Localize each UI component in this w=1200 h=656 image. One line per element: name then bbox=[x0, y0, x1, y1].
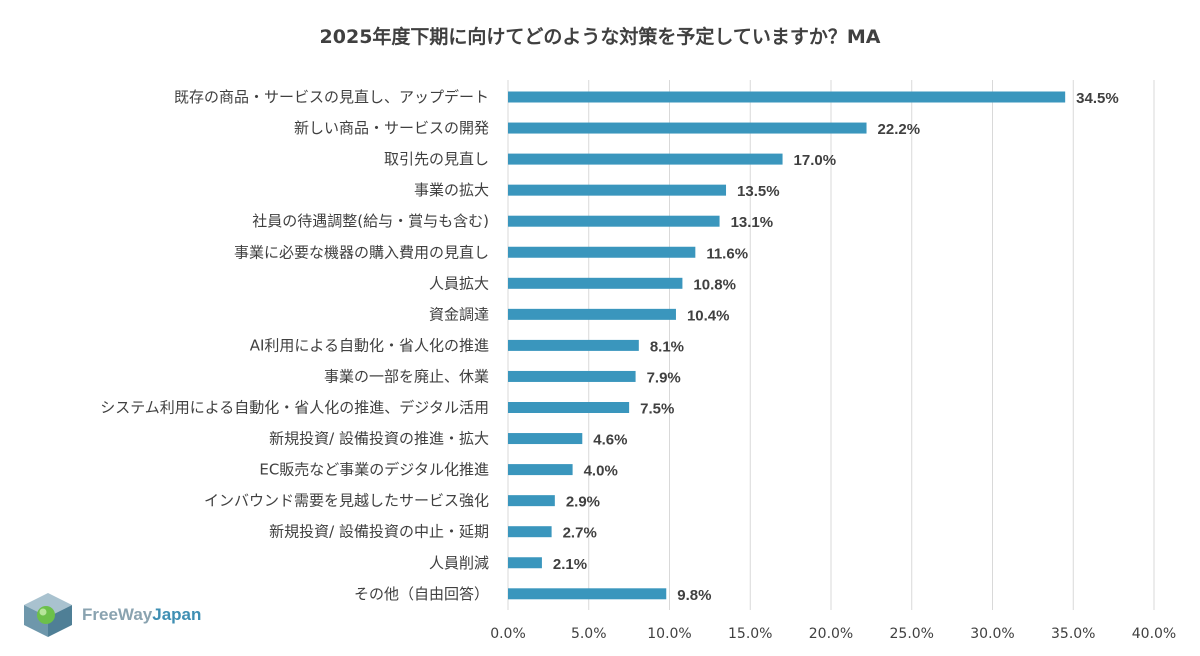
x-tick-label: 30.0% bbox=[970, 626, 1014, 642]
labels: 0.0% 5.0% 10.0% 15.0% 20.0% 25.0% 30.0% 35.0% 40… bbox=[100, 88, 1176, 642]
data-label: 2.1% bbox=[553, 556, 587, 573]
logo-text-freeway: FreeWay bbox=[82, 605, 153, 624]
category-label: 人員削減 bbox=[429, 554, 489, 572]
bar bbox=[508, 526, 552, 538]
bar bbox=[508, 339, 639, 351]
category-label: システム利用による自動化・省人化の推進、デジタル活用 bbox=[100, 399, 489, 417]
category-label: AI利用による自動化・省人化の推進 bbox=[250, 336, 489, 354]
bar bbox=[508, 122, 867, 134]
bar bbox=[508, 588, 667, 600]
category-label: 資金調達 bbox=[429, 305, 489, 323]
data-label: 10.4% bbox=[687, 307, 730, 324]
data-label: 9.8% bbox=[677, 587, 711, 604]
data-label: 2.7% bbox=[563, 525, 597, 542]
data-label: 22.2% bbox=[878, 121, 921, 138]
bar bbox=[508, 246, 696, 258]
bar bbox=[508, 215, 720, 227]
data-label: 34.5% bbox=[1076, 90, 1119, 107]
category-label: 人員拡大 bbox=[429, 274, 489, 292]
data-label: 13.5% bbox=[737, 183, 780, 200]
data-label: 17.0% bbox=[794, 152, 837, 169]
category-label: その他（自由回答） bbox=[354, 585, 489, 603]
x-tick-label: 35.0% bbox=[1051, 626, 1095, 642]
x-tick-label: 40.0% bbox=[1132, 626, 1176, 642]
logo-cube-icon bbox=[24, 593, 72, 637]
bar bbox=[508, 91, 1066, 103]
category-label: 事業の一部を廃止、休業 bbox=[324, 367, 489, 385]
bar bbox=[508, 402, 630, 413]
data-label: 13.1% bbox=[731, 214, 774, 231]
bar bbox=[508, 277, 683, 289]
category-label: インバウンド需要を見越したサービス強化 bbox=[204, 492, 489, 510]
bar bbox=[508, 153, 783, 165]
category-label: 既存の商品・サービスの見直し、アップデート bbox=[174, 88, 489, 106]
category-label: 社員の待遇調整(給与・賞与も含む) bbox=[252, 212, 489, 230]
category-label: 新規投資/ 設備投資の推進・拡大 bbox=[269, 430, 489, 448]
data-label: 11.6% bbox=[706, 245, 748, 262]
x-tick-label: 25.0% bbox=[890, 626, 934, 642]
category-label: 事業に必要な機器の購入費用の見直し bbox=[234, 243, 489, 261]
x-tick-label: 20.0% bbox=[809, 626, 853, 642]
bar bbox=[508, 308, 676, 320]
bar bbox=[508, 433, 583, 445]
data-label: 7.5% bbox=[640, 401, 674, 418]
x-tick-label: 10.0% bbox=[647, 626, 691, 642]
chart-title: 2025年度下期に向けてどのような対策を予定していますか？MA bbox=[319, 26, 881, 48]
bar bbox=[508, 370, 636, 382]
category-label: 新規投資/ 設備投資の中止・延期 bbox=[269, 523, 489, 541]
bar bbox=[508, 464, 573, 476]
data-label: 8.1% bbox=[650, 338, 684, 355]
data-label: 7.9% bbox=[647, 369, 681, 386]
category-label: 事業の拡大 bbox=[414, 181, 489, 199]
data-label: 2.9% bbox=[566, 494, 600, 511]
x-tick-label: 0.0% bbox=[490, 626, 526, 642]
category-label: EC販売など事業のデジタル化推進 bbox=[259, 461, 489, 479]
bar bbox=[508, 557, 542, 569]
category-label: 新しい商品・サービスの開発 bbox=[294, 119, 489, 137]
freewayjapan-logo: FreeWayJapan bbox=[22, 590, 201, 640]
data-label: 10.8% bbox=[693, 276, 736, 293]
x-tick-label: 15.0% bbox=[728, 626, 772, 642]
x-tick-label: 5.0% bbox=[571, 626, 607, 642]
bar bbox=[508, 495, 555, 507]
logo-text-japan: Japan bbox=[152, 605, 202, 624]
bar bbox=[508, 184, 727, 196]
category-label: 取引先の見直し bbox=[384, 150, 489, 168]
bars bbox=[508, 91, 1066, 600]
data-label: 4.0% bbox=[584, 463, 618, 480]
data-label: 4.6% bbox=[593, 432, 627, 449]
